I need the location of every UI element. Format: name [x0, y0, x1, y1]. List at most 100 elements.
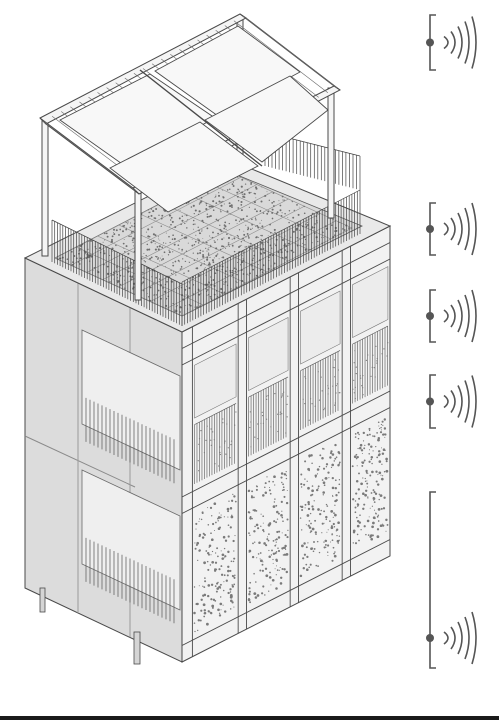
roof-plant-dot — [205, 208, 207, 210]
plant-dot — [271, 578, 275, 582]
plant-dot — [218, 526, 222, 529]
plant-dot — [336, 528, 339, 531]
roof-plant-dot — [165, 242, 167, 244]
plant-dot — [230, 560, 233, 563]
roof-plant-dot — [271, 247, 273, 249]
roof-plant-dot — [236, 191, 239, 194]
roof-panel — [109, 121, 259, 213]
roof-plant-dot — [111, 235, 114, 238]
roof-plant-dot — [162, 242, 165, 244]
plant-dot — [365, 489, 368, 492]
plant-dot — [251, 495, 253, 497]
plant-dot — [317, 487, 319, 489]
roof-plant-dot — [209, 235, 211, 237]
plant-dot — [334, 486, 338, 490]
roof-plant-dot — [260, 200, 263, 203]
plant-dot — [254, 436, 256, 438]
roof-plant-dot — [214, 272, 217, 275]
plant-dot — [234, 535, 236, 537]
roof-plant-dot — [211, 205, 214, 208]
plant-dot — [248, 549, 252, 553]
roof-plant-dot — [209, 215, 212, 217]
roof-plant-dot — [174, 226, 177, 229]
plant-dot — [231, 585, 235, 588]
roof-plant-dot — [219, 248, 222, 251]
roof-plant-dot — [275, 212, 278, 215]
plant-dot — [218, 568, 221, 571]
roof-plant-dot — [111, 238, 113, 241]
roof-plant-dot — [293, 209, 295, 212]
plant-dot — [282, 486, 285, 489]
plant-dot — [227, 565, 230, 568]
window-pane — [248, 317, 289, 391]
roof-plant-dot — [128, 235, 130, 238]
roof-plant-dot — [255, 210, 258, 213]
plant-dot — [222, 422, 224, 424]
roof-plant-dot — [162, 258, 165, 260]
plant-dot — [281, 516, 284, 519]
plant-dot — [370, 455, 374, 459]
plant-dot — [373, 499, 375, 502]
roof-plant-dot — [132, 237, 135, 240]
roof-plant-dot — [254, 208, 256, 211]
roof-plant-dot — [168, 235, 170, 238]
roof-plant-dot — [180, 265, 183, 268]
plant-dot — [249, 411, 251, 413]
plant-dot — [323, 484, 326, 487]
plant-dot — [323, 522, 325, 524]
plant-dot — [214, 463, 216, 465]
plant-dot — [326, 531, 328, 533]
plant-dot — [278, 530, 281, 533]
plant-dot — [272, 562, 274, 564]
roof-plant-dot — [172, 273, 174, 275]
plant-dot — [356, 524, 360, 528]
plant-dot — [223, 547, 226, 550]
roof-plant-dot — [227, 242, 229, 244]
roof-plant-dot — [155, 294, 158, 296]
roof-plant-dot — [274, 231, 276, 234]
plant-dot — [224, 440, 226, 442]
roof-plant-dot — [281, 257, 284, 259]
roof-plant-dot — [181, 248, 184, 251]
roof-plant-dot — [172, 234, 174, 237]
roof-plant-dot — [208, 249, 210, 251]
roof-plant-dot — [161, 214, 164, 217]
roof-plant-dot — [127, 221, 129, 223]
plant-dot — [279, 566, 281, 569]
plant-dot — [370, 458, 373, 461]
plant-dot — [360, 449, 364, 452]
plant-dot — [281, 532, 283, 534]
plant-dot — [371, 366, 373, 368]
plant-dot — [229, 526, 232, 529]
plant-dot — [385, 457, 388, 461]
roof-plant-dot — [241, 194, 243, 196]
roof-plant-dot — [210, 245, 212, 248]
plant-dot — [268, 549, 270, 552]
plant-dot — [311, 403, 313, 405]
plant-dot — [207, 507, 209, 509]
roof-plant-dot — [223, 283, 225, 285]
plant-dot — [203, 593, 207, 597]
roof-plant-dot — [106, 272, 110, 275]
plant-dot — [332, 522, 335, 526]
plant-dot — [198, 443, 200, 445]
roof-plant-dot — [219, 228, 222, 231]
roof-plant-dot — [244, 183, 247, 185]
sound-wave-icon — [443, 16, 477, 69]
plant-dot — [276, 530, 279, 534]
roof-plant-dot — [238, 255, 240, 257]
plant-dot — [357, 505, 359, 507]
plant-dot — [376, 528, 380, 531]
roof-plant-dot — [180, 223, 182, 226]
roof-plant-dot — [132, 245, 135, 247]
plant-dot — [311, 505, 314, 508]
plant-dot — [217, 520, 219, 522]
plant-dot — [220, 565, 223, 568]
plant-dot — [304, 460, 307, 463]
plant-dot — [359, 443, 363, 447]
plant-dot — [284, 544, 287, 548]
facade-floor-line — [181, 539, 391, 646]
roof-plant-dot — [206, 215, 209, 218]
roof-plant-dot — [84, 253, 86, 255]
plant-dot — [275, 541, 277, 543]
